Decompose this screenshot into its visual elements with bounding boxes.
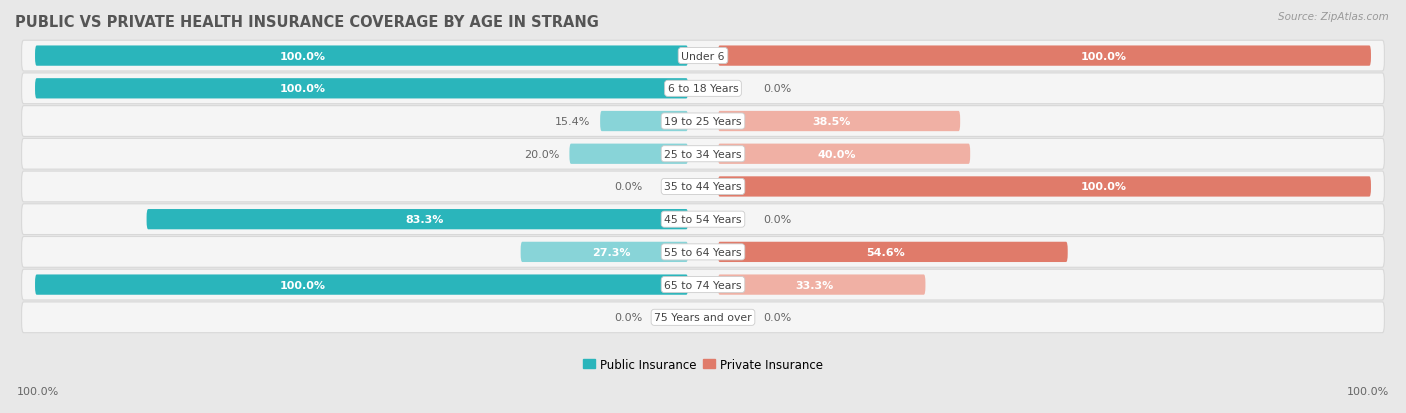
FancyBboxPatch shape xyxy=(21,172,1385,202)
Text: 0.0%: 0.0% xyxy=(614,313,643,323)
Text: 38.5%: 38.5% xyxy=(813,117,851,127)
Text: 0.0%: 0.0% xyxy=(763,313,792,323)
FancyBboxPatch shape xyxy=(520,242,688,262)
FancyBboxPatch shape xyxy=(718,177,1371,197)
FancyBboxPatch shape xyxy=(21,237,1385,268)
Text: 15.4%: 15.4% xyxy=(555,117,591,127)
Text: 0.0%: 0.0% xyxy=(763,84,792,94)
FancyBboxPatch shape xyxy=(146,209,688,230)
Text: 100.0%: 100.0% xyxy=(1081,182,1126,192)
Text: 6 to 18 Years: 6 to 18 Years xyxy=(668,84,738,94)
Text: Under 6: Under 6 xyxy=(682,52,724,62)
FancyBboxPatch shape xyxy=(35,46,688,66)
Text: 100.0%: 100.0% xyxy=(1081,52,1126,62)
FancyBboxPatch shape xyxy=(21,139,1385,170)
Legend: Public Insurance, Private Insurance: Public Insurance, Private Insurance xyxy=(578,353,828,375)
Text: 100.0%: 100.0% xyxy=(17,387,59,396)
Text: 35 to 44 Years: 35 to 44 Years xyxy=(664,182,742,192)
Text: 55 to 64 Years: 55 to 64 Years xyxy=(664,247,742,257)
Text: 20.0%: 20.0% xyxy=(524,150,560,159)
FancyBboxPatch shape xyxy=(21,302,1385,333)
FancyBboxPatch shape xyxy=(21,41,1385,72)
FancyBboxPatch shape xyxy=(21,204,1385,235)
FancyBboxPatch shape xyxy=(21,107,1385,137)
FancyBboxPatch shape xyxy=(718,144,970,164)
FancyBboxPatch shape xyxy=(569,144,688,164)
Text: 54.6%: 54.6% xyxy=(866,247,904,257)
Text: 83.3%: 83.3% xyxy=(405,215,444,225)
Text: Source: ZipAtlas.com: Source: ZipAtlas.com xyxy=(1278,12,1389,22)
Text: 100.0%: 100.0% xyxy=(280,84,325,94)
Text: 75 Years and over: 75 Years and over xyxy=(654,313,752,323)
Text: 0.0%: 0.0% xyxy=(763,215,792,225)
Text: 45 to 54 Years: 45 to 54 Years xyxy=(664,215,742,225)
Text: 65 to 74 Years: 65 to 74 Years xyxy=(664,280,742,290)
Text: 100.0%: 100.0% xyxy=(280,280,325,290)
FancyBboxPatch shape xyxy=(600,112,688,132)
FancyBboxPatch shape xyxy=(718,46,1371,66)
FancyBboxPatch shape xyxy=(35,79,688,99)
Text: 25 to 34 Years: 25 to 34 Years xyxy=(664,150,742,159)
Text: 33.3%: 33.3% xyxy=(794,280,834,290)
Text: 40.0%: 40.0% xyxy=(817,150,856,159)
FancyBboxPatch shape xyxy=(718,242,1067,262)
FancyBboxPatch shape xyxy=(21,74,1385,104)
FancyBboxPatch shape xyxy=(718,275,925,295)
Text: 100.0%: 100.0% xyxy=(1347,387,1389,396)
FancyBboxPatch shape xyxy=(718,112,960,132)
Text: 0.0%: 0.0% xyxy=(614,182,643,192)
Text: 19 to 25 Years: 19 to 25 Years xyxy=(664,117,742,127)
Text: 27.3%: 27.3% xyxy=(592,247,631,257)
FancyBboxPatch shape xyxy=(21,270,1385,300)
Text: 100.0%: 100.0% xyxy=(280,52,325,62)
Text: PUBLIC VS PRIVATE HEALTH INSURANCE COVERAGE BY AGE IN STRANG: PUBLIC VS PRIVATE HEALTH INSURANCE COVER… xyxy=(15,15,599,30)
FancyBboxPatch shape xyxy=(35,275,688,295)
